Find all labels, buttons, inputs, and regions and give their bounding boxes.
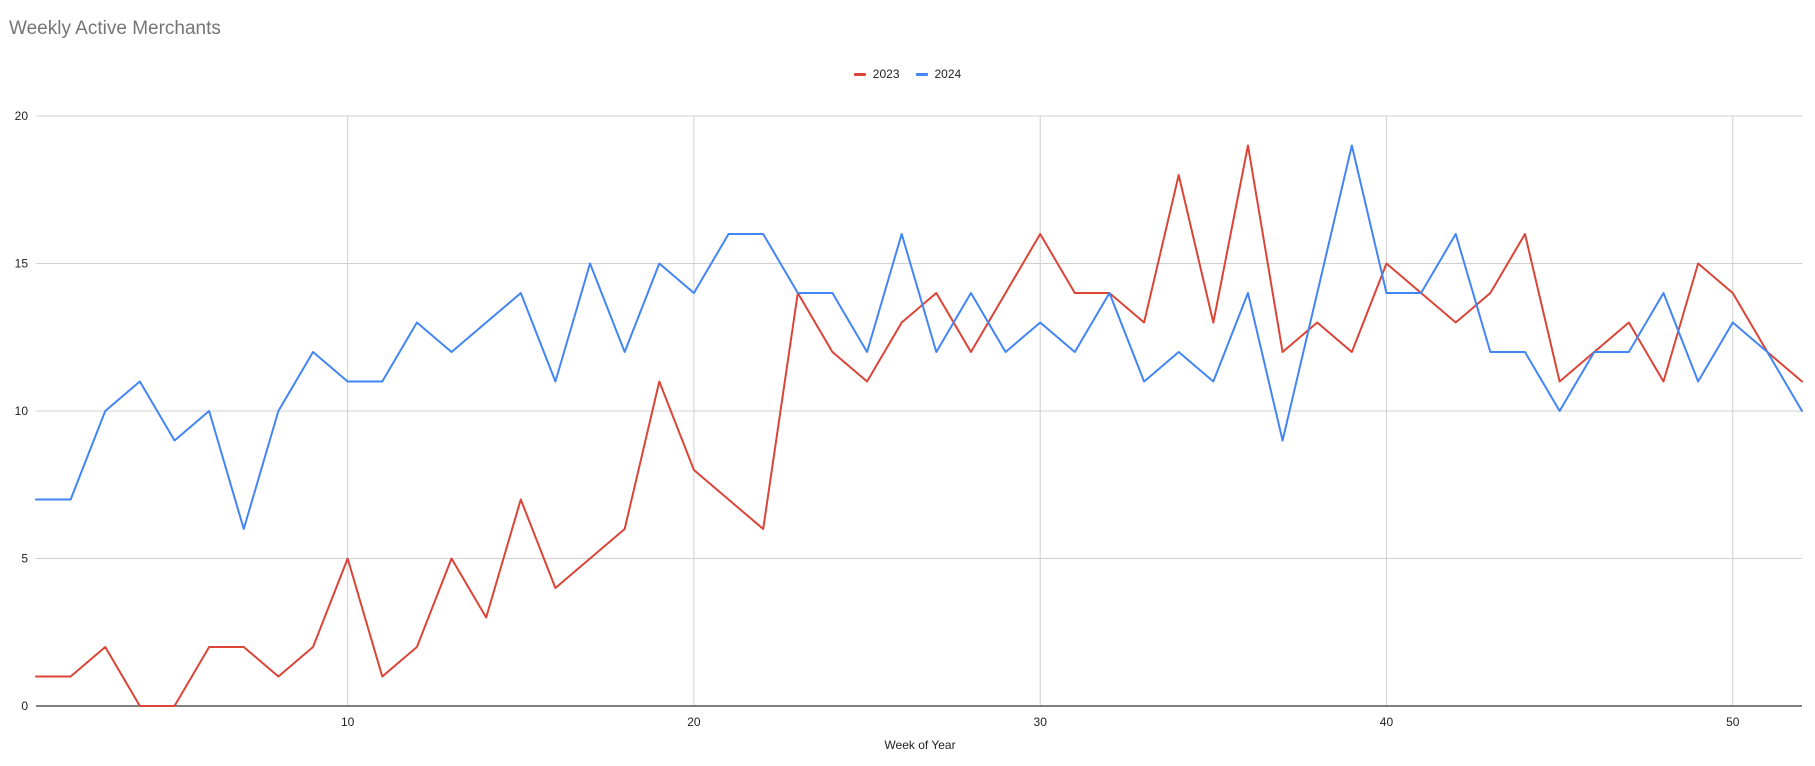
y-tick-label: 15 [15, 257, 29, 271]
y-tick-label: 20 [15, 109, 29, 123]
legend-swatch-2023 [853, 72, 866, 76]
series-line-2024[interactable] [35, 144, 1803, 530]
gridlines [36, 115, 1802, 706]
y-tick-label: 0 [21, 699, 28, 713]
x-tick-label: 50 [1726, 715, 1740, 729]
legend-label-2024: 2024 [934, 67, 962, 81]
legend-item-2023[interactable]: 2023 [853, 67, 900, 81]
y-tick-label: 10 [15, 404, 29, 418]
legend-item-2024[interactable]: 2024 [915, 67, 962, 81]
x-tick-label: 40 [1380, 715, 1394, 729]
x-tick-label: 20 [687, 715, 701, 729]
x-axis-label: Week of Year [884, 738, 955, 752]
x-tick-label: 30 [1034, 715, 1048, 729]
x-tick-label: 10 [341, 715, 355, 729]
y-tick-label: 5 [21, 552, 28, 566]
axes: 0 5 10 15 20 10 20 30 40 50 [15, 109, 1802, 729]
series-lines [35, 144, 1803, 707]
series-line-2023[interactable] [35, 144, 1803, 707]
legend: 2023 2024 [0, 67, 1815, 81]
legend-label-2023: 2023 [872, 67, 900, 81]
chart-title: Weekly Active Merchants [9, 18, 221, 39]
legend-swatch-2024 [915, 72, 928, 76]
